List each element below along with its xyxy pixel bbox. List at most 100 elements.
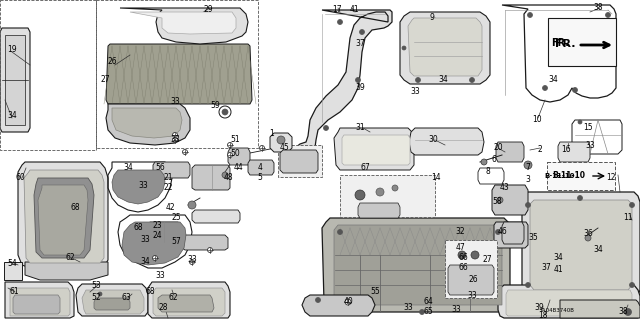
- Text: 23: 23: [152, 220, 162, 229]
- Text: 10: 10: [532, 115, 542, 124]
- Polygon shape: [228, 148, 250, 165]
- Polygon shape: [106, 44, 252, 104]
- Text: 11: 11: [623, 212, 633, 221]
- Polygon shape: [494, 222, 528, 248]
- Text: 14: 14: [431, 174, 441, 182]
- Polygon shape: [409, 128, 484, 155]
- Polygon shape: [522, 192, 640, 298]
- Circle shape: [259, 145, 264, 151]
- Text: 33: 33: [403, 303, 413, 313]
- Circle shape: [222, 109, 228, 115]
- Text: 39: 39: [534, 303, 544, 313]
- Circle shape: [525, 283, 531, 287]
- Polygon shape: [18, 162, 108, 268]
- Text: 28: 28: [158, 303, 168, 313]
- Polygon shape: [182, 235, 228, 250]
- Text: 57: 57: [171, 238, 181, 247]
- Text: 36: 36: [583, 229, 593, 239]
- Polygon shape: [4, 262, 22, 280]
- Text: 27: 27: [482, 256, 492, 264]
- Circle shape: [630, 203, 634, 207]
- Text: 34: 34: [140, 257, 150, 266]
- Circle shape: [605, 12, 611, 18]
- Circle shape: [458, 251, 466, 259]
- Circle shape: [527, 12, 532, 18]
- Text: 40: 40: [343, 298, 353, 307]
- Circle shape: [419, 309, 424, 315]
- Text: 58: 58: [492, 197, 502, 206]
- Polygon shape: [153, 288, 225, 316]
- Circle shape: [173, 137, 177, 143]
- Text: 24: 24: [152, 231, 162, 240]
- Text: 55: 55: [370, 287, 380, 296]
- Circle shape: [471, 251, 479, 259]
- Polygon shape: [248, 160, 274, 175]
- Polygon shape: [530, 200, 632, 290]
- Circle shape: [189, 259, 195, 264]
- Text: 44: 44: [233, 164, 243, 173]
- Text: 63: 63: [121, 293, 131, 302]
- Text: 34: 34: [553, 254, 563, 263]
- Bar: [278, 145, 322, 177]
- Text: 5: 5: [257, 174, 262, 182]
- Text: 12: 12: [606, 173, 616, 182]
- Text: 26: 26: [468, 276, 478, 285]
- Text: 52: 52: [91, 293, 101, 302]
- Text: 33: 33: [451, 306, 461, 315]
- Text: 9: 9: [429, 13, 435, 23]
- Text: FR.: FR.: [555, 39, 575, 49]
- Text: 1: 1: [269, 129, 275, 137]
- Text: 33: 33: [410, 87, 420, 97]
- Polygon shape: [506, 290, 632, 316]
- Text: 18: 18: [538, 310, 548, 319]
- Polygon shape: [334, 225, 502, 305]
- Circle shape: [227, 143, 232, 147]
- Text: 42: 42: [165, 203, 175, 211]
- Text: 53: 53: [91, 280, 101, 290]
- Circle shape: [345, 299, 351, 305]
- Text: 68: 68: [145, 287, 155, 296]
- Text: 64: 64: [423, 298, 433, 307]
- Text: 21: 21: [163, 173, 173, 182]
- Polygon shape: [502, 222, 524, 244]
- Circle shape: [573, 87, 577, 93]
- Text: 4: 4: [257, 164, 262, 173]
- Circle shape: [182, 150, 188, 154]
- Circle shape: [152, 256, 157, 261]
- Text: 15: 15: [583, 123, 593, 132]
- Text: 30: 30: [428, 136, 438, 145]
- Text: 33: 33: [187, 256, 197, 264]
- Text: 66: 66: [458, 263, 468, 272]
- Text: 33: 33: [467, 291, 477, 300]
- Text: 60: 60: [15, 174, 25, 182]
- Polygon shape: [112, 108, 182, 138]
- Text: 45: 45: [280, 144, 290, 152]
- Text: 16: 16: [561, 145, 571, 154]
- Polygon shape: [120, 8, 248, 44]
- Polygon shape: [94, 298, 130, 310]
- Circle shape: [316, 298, 321, 302]
- Polygon shape: [342, 135, 410, 165]
- Text: 7: 7: [525, 162, 531, 172]
- Text: B-11-10: B-11-10: [545, 173, 575, 179]
- Polygon shape: [400, 12, 490, 84]
- Text: 8: 8: [486, 167, 490, 176]
- Text: 2: 2: [538, 145, 542, 154]
- Text: 56: 56: [155, 162, 165, 172]
- Circle shape: [376, 188, 384, 196]
- Text: 68: 68: [133, 222, 143, 232]
- Circle shape: [495, 229, 500, 234]
- Polygon shape: [322, 218, 510, 312]
- Text: 38: 38: [593, 4, 603, 12]
- Text: 43: 43: [500, 183, 510, 192]
- Polygon shape: [560, 300, 640, 318]
- Bar: [0, 0, 96, 150]
- Text: 19: 19: [7, 46, 17, 55]
- Polygon shape: [496, 142, 524, 162]
- Circle shape: [337, 19, 342, 25]
- Circle shape: [222, 172, 228, 178]
- Polygon shape: [13, 295, 60, 314]
- Text: 17: 17: [332, 4, 342, 13]
- Circle shape: [355, 190, 365, 200]
- Circle shape: [578, 120, 582, 124]
